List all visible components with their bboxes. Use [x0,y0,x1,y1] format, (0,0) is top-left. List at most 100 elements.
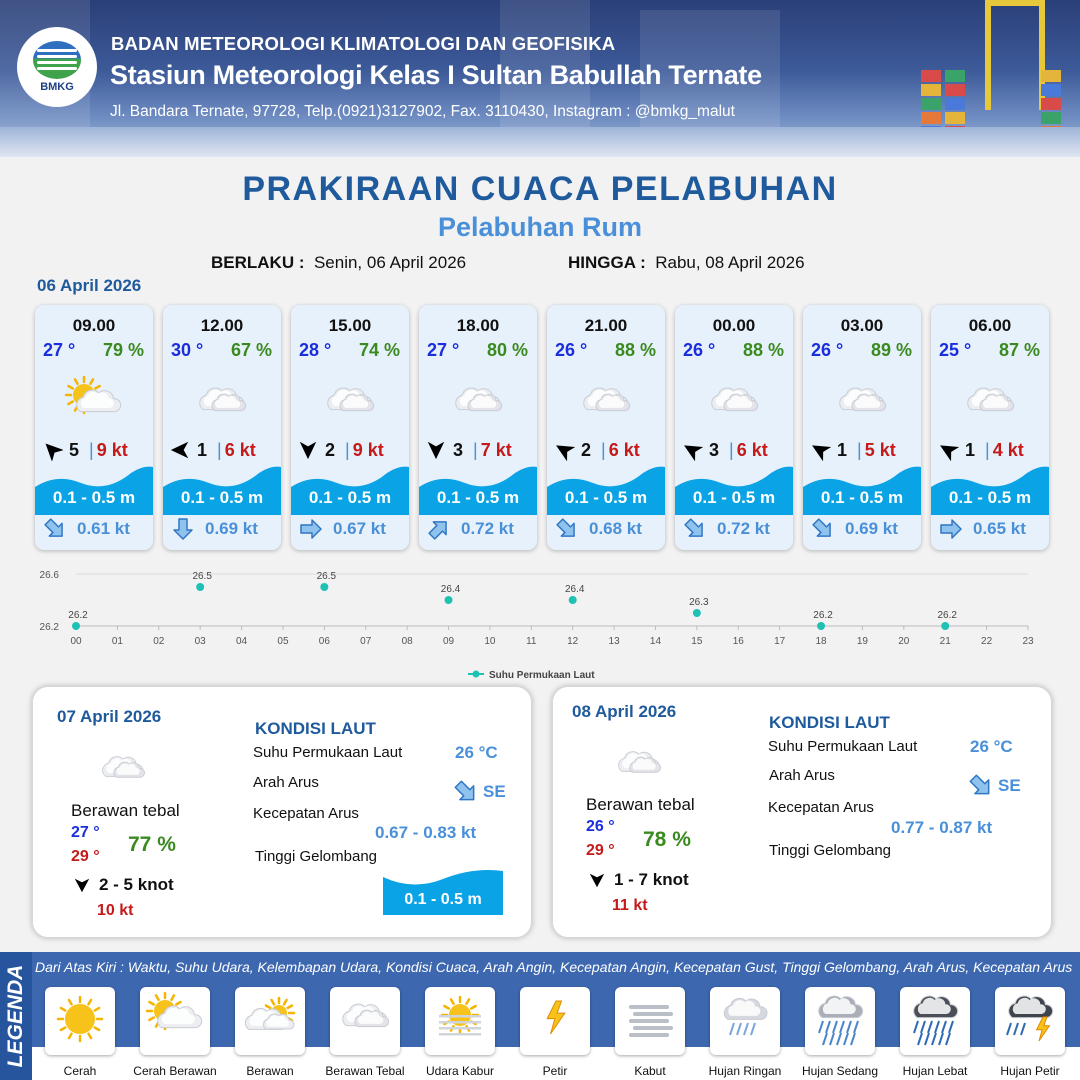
organization-name: BADAN METEOROLOGI KLIMATOLOGI DAN GEOFIS… [111,33,616,54]
haze-icon [439,995,481,1036]
wave-icon [931,466,1049,515]
data-point [692,609,701,617]
partly-cloudy-sun-icon [64,375,122,415]
legend-label: Hujan Sedang [801,1064,879,1078]
data-label: 26.4 [441,584,461,595]
data-point [72,622,80,630]
x-tick-label: 17 [774,636,786,647]
separator: | [857,439,862,460]
x-tick-label: 13 [609,636,621,647]
day3-wind: 1 - 7 knot [588,870,689,890]
day3-wind-range: 1 - 7 knot [614,870,689,889]
hour-current-speed: 0.72 kt [461,519,514,538]
station-address: Jl. Bandara Ternate, 97728, Telp.(0921)3… [110,103,735,120]
hour-wind-speed: 5 [69,439,80,460]
valid-to: HINGGA : Rabu, 08 April 2026 [568,253,805,273]
data-point [444,596,453,604]
heavy-rain-icon [913,995,959,1046]
current-direction-icon [969,774,990,795]
legend-item: Hujan Lebat [890,987,980,1078]
banner-ground [0,127,1080,157]
data-point [941,622,950,630]
day3-panel: 08 April 2026 Berawan tebal 26 ° 29 ° 78… [552,686,1052,938]
thick-cloud-icon [199,387,247,412]
separator: | [729,439,734,460]
hour-temperature: 28 ° [299,340,332,360]
wave-icon [675,466,793,515]
x-tick-label: 16 [733,636,745,647]
hour-temperature: 26 ° [683,340,716,360]
x-tick-label: 22 [981,636,993,647]
hour-current-speed: 0.69 kt [845,519,898,538]
x-tick-label: 19 [857,636,869,647]
hour-temperature: 26 ° [555,340,588,360]
data-label: 26.5 [192,571,212,582]
legend-caption: Dari Atas Kiri : Waktu, Suhu Udara, Kele… [35,959,1073,975]
day2-temp-min: 27 ° [71,824,100,841]
hour-humidity: 79 % [102,340,144,360]
page-title: PRAKIRAAN CUACA PELABUHAN [242,170,838,208]
header-banner: BMKG BADAN METEOROLOGI KLIMATOLOGI DAN G… [0,0,1080,157]
light-rain-icon [723,997,768,1036]
x-tick-label: 02 [153,636,165,647]
hour-wind-speed: 3 [709,439,720,460]
valid-from-label: BERLAKU : [211,253,305,272]
legend-icon-box [330,987,400,1055]
day2-wind-range: 2 - 5 knot [99,875,174,894]
hour-current: 0.67 kt [299,517,386,541]
hour-wave-height: 0.1 - 0.5 m [564,488,648,507]
day3-gust: 11 kt [612,897,648,914]
day2-sst: 26 °C [455,743,498,762]
wave-icon [547,466,665,515]
hour-gust: 9 kt [96,439,128,460]
data-label: 26.4 [565,584,585,595]
hour-card: 21.00 26 ° 88 % 2 | 6 kt 0.1 - 0.5 m 0.6… [547,305,665,550]
day2-date: 07 April 2026 [57,707,162,726]
data-point [568,596,577,604]
day3-humidity: 78 % [643,828,691,851]
legend-item: Berawan [225,987,315,1078]
hour-time: 18.00 [456,316,500,335]
hour-card: 18.00 27 ° 80 % 3 | 7 kt 0.1 - 0.5 m 0.7… [419,305,537,550]
data-label: 26.3 [689,597,709,608]
thick-cloud-icon [967,387,1015,412]
hour-card: 12.00 30 ° 67 % 1 | 6 kt 0.1 - 0.5 m 0.6… [163,305,281,550]
separator: | [985,439,990,460]
banner-building [500,0,590,140]
day3-wave-label: Tinggi Gelombang [769,842,892,859]
day2-condition: Berawan tebal [71,801,180,820]
legend-item: Cerah [35,987,125,1078]
legend-label: Cerah Berawan [133,1064,217,1078]
legend-item: Berawan Tebal [320,987,410,1078]
hour-wind: 2 | 9 kt [297,439,407,461]
x-tick-label: 09 [443,636,455,647]
banner-crane [985,0,1045,110]
hour-current: 0.61 kt [43,517,130,541]
day2-current-dir-label: Arah Arus [253,774,319,791]
hour-wind: 5 | 9 kt [41,439,151,461]
thick-cloud-icon [839,387,887,412]
hour-humidity: 67 % [230,340,272,360]
hour-wind: 2 | 6 kt [553,439,663,461]
x-tick-label: 23 [1022,636,1034,647]
hour-gust: 4 kt [992,439,1024,460]
day3-current-dir-label: Arah Arus [769,767,835,784]
day1-date: 06 April 2026 [37,276,142,295]
hour-temperature: 26 ° [811,340,844,360]
legend-label: Berawan [246,1064,294,1078]
sst-chart: 26.6 26.2 00 01 02 03 04 05 06 07 08 09 10 11 12 13 14 15… [40,570,1034,681]
legend-item: Kabut [605,987,695,1078]
valid-from: BERLAKU : Senin, 06 April 2026 [211,253,466,273]
hour-current: 0.69 kt [811,517,898,541]
day3-sst: 26 °C [970,737,1013,756]
day2-temp-max: 29 ° [71,848,100,865]
legend-item: Hujan Sedang [795,987,885,1078]
day3-current-dir: SE [968,773,1021,799]
legend-icon-box [615,987,685,1055]
hour-wind-speed: 3 [453,439,464,460]
x-tick-label: 12 [567,636,579,647]
legend-label: Kabut [634,1064,666,1078]
hour-wind: 3 | 6 kt [681,439,791,461]
hour-current-speed: 0.69 kt [205,519,258,538]
day2-gust: 10 kt [97,902,134,919]
